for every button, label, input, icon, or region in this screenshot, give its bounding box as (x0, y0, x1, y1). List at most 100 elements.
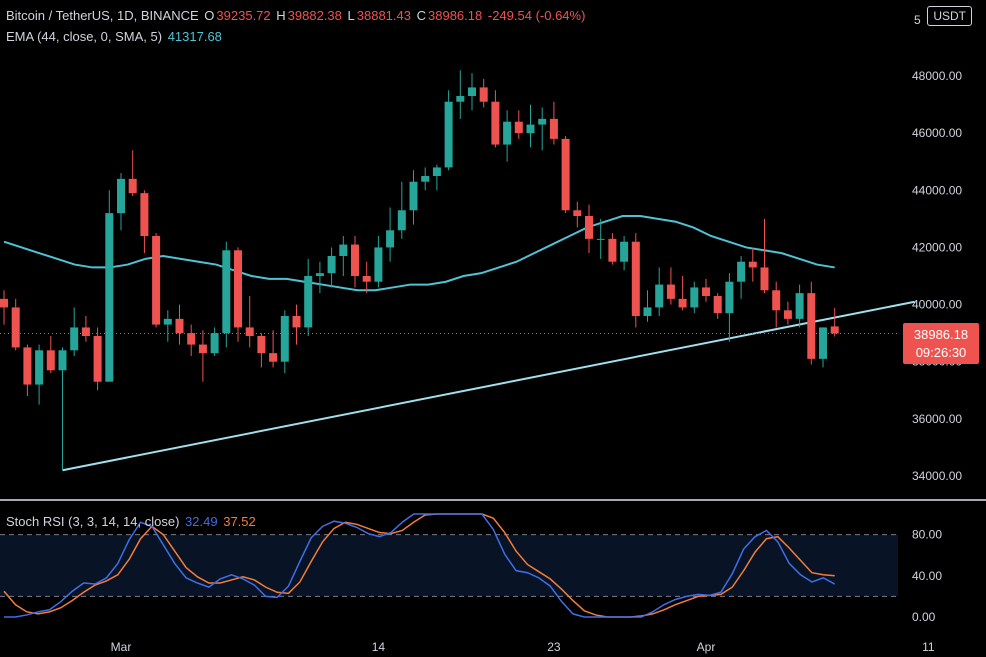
candle[interactable] (783, 301, 792, 325)
price-tick-label: 40000.00 (912, 298, 962, 312)
candle[interactable] (432, 164, 441, 191)
candle[interactable] (655, 267, 664, 316)
candle[interactable] (421, 167, 430, 191)
candle[interactable] (491, 90, 500, 148)
candle[interactable] (702, 278, 710, 302)
candle-body (386, 230, 395, 248)
candle[interactable] (725, 273, 734, 342)
candle[interactable] (444, 90, 453, 171)
candle[interactable] (409, 170, 418, 225)
candle[interactable] (46, 336, 55, 374)
candle[interactable] (503, 110, 512, 162)
candle[interactable] (93, 327, 102, 391)
candle[interactable] (386, 207, 395, 262)
price-pane[interactable] (0, 0, 915, 498)
price-axis[interactable]: 48000.00 46000.00 44000.00 42000.00 40000.00… (912, 69, 962, 483)
stoch-rsi-legend[interactable]: Stoch RSI (3, 3, 14, 14, close) 32.49 37… (6, 514, 258, 529)
candle[interactable] (456, 70, 465, 119)
candle-body (725, 281, 734, 314)
candle[interactable] (690, 281, 699, 314)
trendline[interactable] (62, 300, 915, 472)
candle[interactable] (479, 78, 488, 108)
candle[interactable] (538, 107, 547, 151)
candle[interactable] (549, 101, 558, 145)
time-axis[interactable]: Mar1423Apr1120May (111, 640, 986, 654)
candle[interactable] (526, 104, 535, 148)
candle[interactable] (304, 258, 313, 336)
candle[interactable] (374, 236, 383, 288)
candle[interactable] (70, 307, 79, 356)
candle-body (702, 287, 710, 296)
candle[interactable] (128, 150, 137, 196)
candle[interactable] (315, 261, 324, 294)
candle[interactable] (678, 276, 687, 311)
candle-body (807, 293, 816, 359)
currency-button[interactable]: USDT (927, 6, 972, 26)
candle-body (620, 241, 629, 262)
candle[interactable] (105, 190, 114, 382)
price-pane-background (0, 0, 898, 498)
candle[interactable] (631, 233, 640, 328)
candle[interactable] (58, 347, 67, 471)
candle[interactable] (713, 293, 722, 319)
candle[interactable] (292, 304, 301, 345)
candle[interactable] (596, 218, 605, 259)
candle[interactable] (81, 316, 90, 342)
candle[interactable] (339, 236, 348, 276)
candle[interactable] (117, 173, 125, 231)
candle-body (46, 350, 55, 371)
candle[interactable] (620, 236, 629, 271)
candle[interactable] (234, 247, 242, 342)
candle[interactable] (245, 296, 254, 348)
ema-legend[interactable]: EMA (44, close, 0, SMA, 5) 41317.68 (6, 29, 224, 44)
candle[interactable] (280, 310, 289, 374)
candle[interactable] (795, 284, 804, 328)
candle[interactable] (397, 181, 406, 239)
candle[interactable] (362, 261, 371, 294)
candle[interactable] (514, 110, 523, 139)
candle-body (222, 250, 231, 334)
candle[interactable] (772, 281, 781, 328)
candle[interactable] (222, 241, 231, 348)
stoch-d-line (3, 513, 835, 618)
candle[interactable] (468, 73, 476, 111)
candle[interactable] (760, 218, 769, 294)
candle[interactable] (327, 247, 336, 288)
candle[interactable] (573, 201, 582, 228)
candle-body (0, 298, 8, 308)
candle[interactable] (561, 136, 570, 214)
candle[interactable] (11, 298, 20, 351)
candle[interactable] (0, 290, 8, 325)
symbol-title[interactable]: Bitcoin / TetherUS, 1D, BINANCE (6, 8, 199, 23)
candle[interactable] (198, 330, 207, 382)
candle[interactable] (830, 307, 839, 337)
candle[interactable] (163, 310, 172, 342)
candle-body (234, 250, 242, 328)
candle[interactable] (819, 327, 827, 368)
candle[interactable] (187, 324, 196, 356)
candle[interactable] (643, 290, 652, 322)
candle[interactable] (23, 344, 32, 396)
candle[interactable] (269, 330, 278, 368)
candle-body (140, 193, 149, 236)
candle-body (631, 241, 640, 316)
bar-countdown: 09:26:30 (915, 344, 967, 360)
candle-body (783, 310, 792, 319)
candle[interactable] (748, 247, 757, 282)
candle[interactable] (608, 233, 617, 265)
candle[interactable] (666, 267, 675, 305)
candle[interactable] (585, 204, 593, 254)
candle[interactable] (257, 333, 266, 368)
candle[interactable] (737, 256, 746, 299)
candle[interactable] (35, 344, 44, 405)
stoch-rsi-pane[interactable] (0, 513, 898, 618)
time-tick-label: 23 (547, 640, 561, 654)
candle[interactable] (140, 190, 149, 254)
stoch-rsi-axis[interactable]: 80.00 40.00 0.00 (912, 528, 942, 624)
candle[interactable] (175, 304, 184, 345)
candle[interactable] (152, 233, 161, 328)
candle[interactable] (351, 236, 359, 288)
candle[interactable] (807, 281, 816, 365)
candle[interactable] (210, 327, 219, 356)
